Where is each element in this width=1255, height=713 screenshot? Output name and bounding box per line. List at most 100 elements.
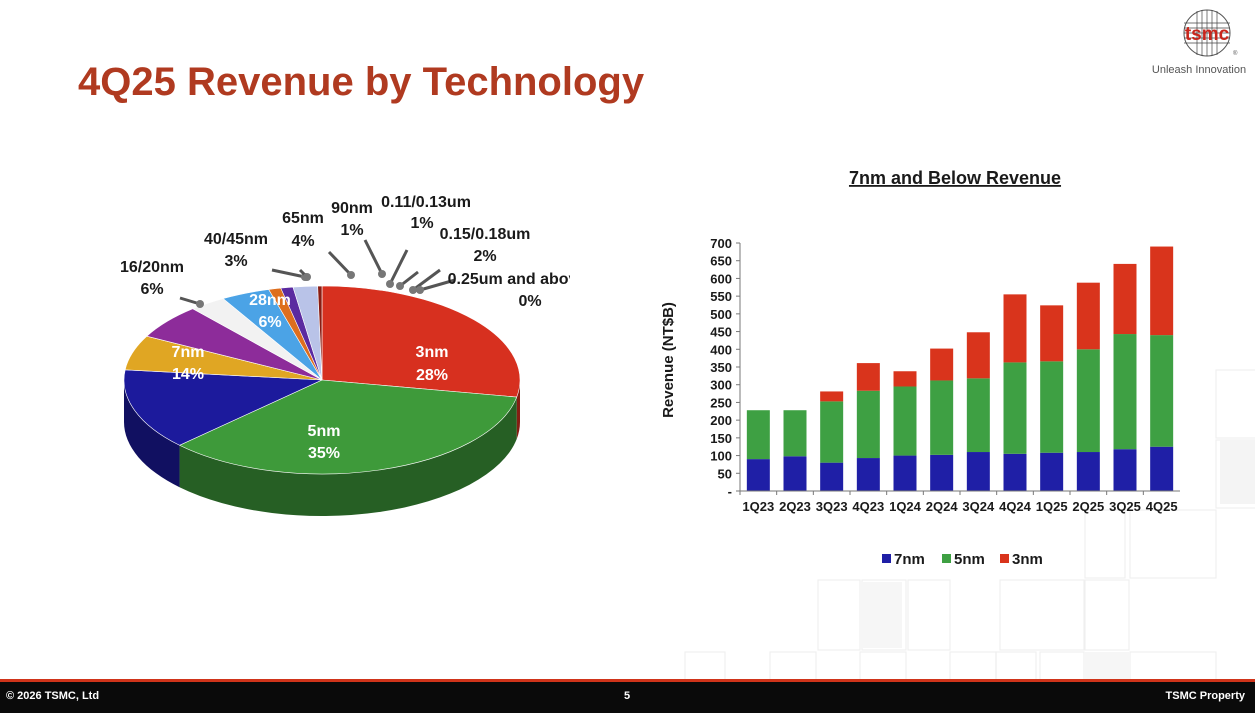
x-tick-label: 4Q24 bbox=[999, 499, 1032, 514]
bar-7nm-1Q25 bbox=[1040, 452, 1064, 491]
bar-7nm-2Q23 bbox=[783, 456, 807, 491]
x-tick-label: 3Q25 bbox=[1109, 499, 1141, 514]
bar-5nm-4Q24 bbox=[1003, 362, 1027, 454]
pie-leader-dot-2 bbox=[303, 273, 311, 281]
page-title: 4Q25 Revenue by Technology bbox=[78, 60, 645, 104]
bar-7nm-1Q23 bbox=[746, 459, 770, 491]
x-tick-label: 3Q23 bbox=[816, 499, 848, 514]
y-tick-label: 350 bbox=[710, 360, 732, 375]
bar-7nm-1Q24 bbox=[893, 455, 917, 491]
pie-label-015um-name: 0.15/0.18um bbox=[440, 226, 531, 243]
pie-slice-0 bbox=[321, 285, 521, 398]
pie-label-90nm-pct: 1% bbox=[340, 222, 363, 239]
y-tick-label: 150 bbox=[710, 431, 732, 446]
pie-leader-dot-0 bbox=[196, 300, 204, 308]
pie-leader-dot-5 bbox=[386, 280, 394, 288]
y-tick-label: 550 bbox=[710, 289, 732, 304]
bar-5nm-3Q23 bbox=[820, 401, 844, 463]
legend-label-3nm: 3nm bbox=[1012, 551, 1043, 568]
pie-label-3nm-pct: 28% bbox=[416, 367, 448, 384]
bar-7nm-4Q24 bbox=[1003, 453, 1027, 491]
legend-label-7nm: 7nm bbox=[894, 551, 925, 568]
legend: 7nm 5nm 3nm bbox=[882, 551, 1043, 568]
pie-label-65nm-pct: 4% bbox=[291, 233, 314, 250]
bar-3nm-3Q23 bbox=[820, 391, 844, 402]
bar-5nm-4Q23 bbox=[856, 390, 880, 459]
bar-5nm-2Q25 bbox=[1076, 349, 1100, 453]
logo-tagline: Unleash Innovation bbox=[1151, 64, 1247, 76]
legend-swatch-5nm bbox=[942, 554, 951, 563]
legend-label-5nm: 5nm bbox=[954, 551, 985, 568]
y-tick-label: - bbox=[728, 484, 732, 499]
bar-3nm-1Q25 bbox=[1040, 305, 1064, 362]
y-tick-label: 700 bbox=[710, 236, 732, 251]
y-axis-label: Revenue (NT$B) bbox=[660, 302, 677, 418]
pie-leader-4 bbox=[363, 239, 384, 275]
pie-side-0 bbox=[516, 380, 520, 440]
footer-bar: © 2026 TSMC, Ltd 5 TSMC Property bbox=[0, 679, 1255, 713]
pie-sides bbox=[124, 380, 520, 516]
pie-leader-1 bbox=[271, 268, 306, 279]
bar-3nm-1Q24 bbox=[893, 371, 917, 387]
pie-label-3nm-name: 3nm bbox=[416, 344, 449, 361]
x-tick-label: 2Q25 bbox=[1072, 499, 1104, 514]
footer-copyright: © 2026 TSMC, Ltd bbox=[6, 690, 100, 702]
bar-5nm-3Q24 bbox=[966, 378, 990, 453]
legend-swatch-7nm bbox=[882, 554, 891, 563]
pie-label-7nm-pct: 14% bbox=[172, 366, 204, 383]
pie-slice-10 bbox=[317, 285, 323, 381]
footer-property: TSMC Property bbox=[1165, 690, 1245, 702]
bar-chart: 7nm and Below Revenue Revenue (NT$B) - 50… bbox=[660, 168, 1180, 568]
y-tick-label: 450 bbox=[710, 325, 732, 340]
pie-label-5nm-pct: 35% bbox=[308, 445, 340, 462]
pie-label-65nm-name: 65nm bbox=[282, 210, 324, 227]
bar-5nm-3Q25 bbox=[1113, 334, 1137, 450]
pie-slice-2 bbox=[123, 369, 323, 446]
y-tick-label: 650 bbox=[710, 254, 732, 269]
y-tick-label: 300 bbox=[710, 378, 732, 393]
tsmc-logo: tsmc ® bbox=[1183, 9, 1238, 57]
bar-5nm-1Q24 bbox=[893, 386, 917, 456]
pie-leader-dot-4 bbox=[378, 270, 386, 278]
bar-3nm-4Q23 bbox=[856, 363, 880, 391]
background-pattern bbox=[684, 369, 1255, 680]
y-tick-label: 100 bbox=[710, 449, 732, 464]
pie-label-40nm-name: 40/45nm bbox=[204, 231, 268, 248]
y-tick-label: 200 bbox=[710, 413, 732, 428]
x-tick-label: 1Q23 bbox=[742, 499, 774, 514]
bar-7nm-3Q24 bbox=[966, 452, 990, 491]
bar-5nm-1Q23 bbox=[746, 410, 770, 460]
pie-label-011um-name: 0.11/0.13um bbox=[381, 194, 471, 211]
bar-3nm-2Q24 bbox=[930, 348, 954, 381]
pie-slice-1 bbox=[178, 379, 518, 475]
pie-label-015um-pct: 2% bbox=[473, 248, 496, 265]
x-tick-label: 3Q24 bbox=[962, 499, 995, 514]
bar-3nm-2Q25 bbox=[1076, 282, 1100, 350]
pie-label-025um-pct: 0% bbox=[518, 293, 541, 310]
pie-side-1 bbox=[179, 397, 517, 516]
pie-side-2 bbox=[124, 380, 180, 488]
pie-leader-dot-8 bbox=[416, 286, 424, 294]
pie-leader-dot-6 bbox=[396, 282, 404, 290]
x-tick-label: 2Q23 bbox=[779, 499, 811, 514]
x-tick-label: 4Q25 bbox=[1146, 499, 1178, 514]
pie-leader-7 bbox=[412, 268, 441, 292]
bar-7nm-3Q25 bbox=[1113, 449, 1137, 491]
pie-leader-5 bbox=[388, 249, 409, 285]
pie-label-16nm-pct: 6% bbox=[140, 281, 163, 298]
pie-chart: 3nm 28% 5nm 35% 7nm 14% 28nm 6% 16/20nm … bbox=[120, 194, 570, 516]
page-number: 5 bbox=[624, 690, 631, 702]
y-tick-label: 500 bbox=[710, 307, 732, 322]
y-tick-label: 50 bbox=[718, 466, 732, 481]
bar-3nm-3Q24 bbox=[966, 332, 990, 379]
pie-leaders bbox=[179, 239, 456, 308]
pie-label-025um-name: 0.25um and above bbox=[448, 271, 570, 288]
pie-label-7nm-name: 7nm bbox=[172, 344, 205, 361]
bar-7nm-2Q25 bbox=[1076, 452, 1100, 491]
x-tick-label: 1Q24 bbox=[889, 499, 922, 514]
y-tick-label: 600 bbox=[710, 271, 732, 286]
bar-5nm-2Q24 bbox=[930, 380, 954, 455]
bar-5nm-2Q23 bbox=[783, 410, 807, 457]
x-tick-label: 2Q24 bbox=[926, 499, 959, 514]
bar-3nm-3Q25 bbox=[1113, 263, 1137, 335]
